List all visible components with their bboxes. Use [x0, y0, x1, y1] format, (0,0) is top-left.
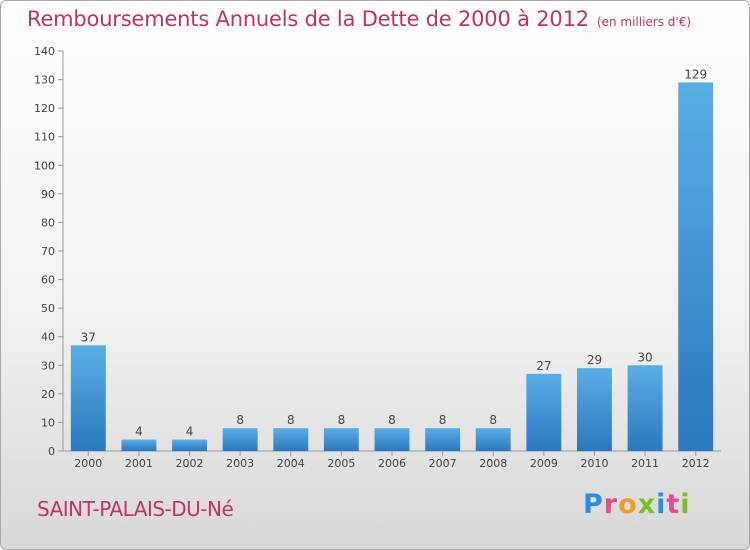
x-tick-label: 2004: [277, 457, 305, 470]
bar: [425, 428, 461, 451]
bar: [475, 428, 511, 451]
y-tick-label: 20: [41, 388, 55, 401]
bar: [374, 428, 410, 451]
x-tick-label: 2002: [176, 457, 204, 470]
y-tick-label: 120: [34, 102, 55, 115]
data-label: 129: [684, 67, 707, 81]
data-label: 29: [587, 353, 602, 367]
x-tick-label: 2000: [74, 457, 102, 470]
x-tick-label: 2012: [682, 457, 710, 470]
data-label: 30: [637, 350, 652, 364]
bar: [70, 345, 106, 451]
chart-unit: (en milliers d'€): [596, 15, 692, 29]
y-tick-label: 100: [34, 159, 55, 172]
bar: [627, 365, 663, 451]
y-tick-label: 0: [48, 445, 55, 458]
data-label: 27: [536, 359, 551, 373]
logo-letter: i: [680, 489, 691, 520]
y-tick-label: 70: [41, 245, 55, 258]
data-label: 8: [287, 413, 295, 427]
x-tick-label: 2005: [327, 457, 355, 470]
x-tick-label: 2009: [530, 457, 558, 470]
y-tick-label: 90: [41, 188, 55, 201]
commune-name: SAINT-PALAIS-DU-Né: [37, 497, 234, 521]
y-tick-label: 60: [41, 274, 55, 287]
chart-title: Remboursements Annuels de la Dette de 20…: [27, 7, 691, 31]
y-tick-label: 80: [41, 216, 55, 229]
chart-title-text: Remboursements Annuels de la Dette de 20…: [27, 7, 589, 31]
data-label: 8: [388, 413, 396, 427]
data-label: 8: [236, 413, 244, 427]
x-tick-label: 2007: [429, 457, 457, 470]
data-label: 4: [135, 425, 143, 439]
y-tick-label: 10: [41, 416, 55, 429]
y-tick-label: 130: [34, 74, 55, 87]
logo-letter: t: [666, 489, 681, 520]
data-label: 8: [489, 413, 497, 427]
logo-letter: i: [656, 489, 667, 520]
logo-letter: o: [618, 489, 638, 520]
x-tick-label: 2003: [226, 457, 254, 470]
bar: [576, 368, 612, 451]
y-tick-label: 40: [41, 331, 55, 344]
logo-letter: P: [583, 489, 604, 520]
x-tick-label: 2010: [580, 457, 608, 470]
bar: [678, 82, 714, 451]
x-tick-label: 2011: [631, 457, 659, 470]
data-label: 4: [186, 425, 194, 439]
x-tick-label: 2008: [479, 457, 507, 470]
logo-letter: x: [637, 489, 657, 520]
bar: [323, 428, 359, 451]
logo-letter: r: [603, 489, 619, 520]
bar: [172, 439, 208, 451]
data-label: 8: [338, 413, 346, 427]
y-tick-label: 140: [34, 45, 55, 58]
proxiti-logo: Proxiti: [583, 489, 691, 520]
x-tick-label: 2001: [125, 457, 153, 470]
bar: [121, 439, 157, 451]
bar: [222, 428, 258, 451]
y-tick-label: 30: [41, 359, 55, 372]
data-label: 8: [439, 413, 447, 427]
y-tick-label: 50: [41, 302, 55, 315]
data-label: 37: [81, 330, 96, 344]
y-tick-label: 110: [34, 131, 55, 144]
x-tick-label: 2006: [378, 457, 406, 470]
bar: [273, 428, 309, 451]
bar: [526, 373, 562, 451]
